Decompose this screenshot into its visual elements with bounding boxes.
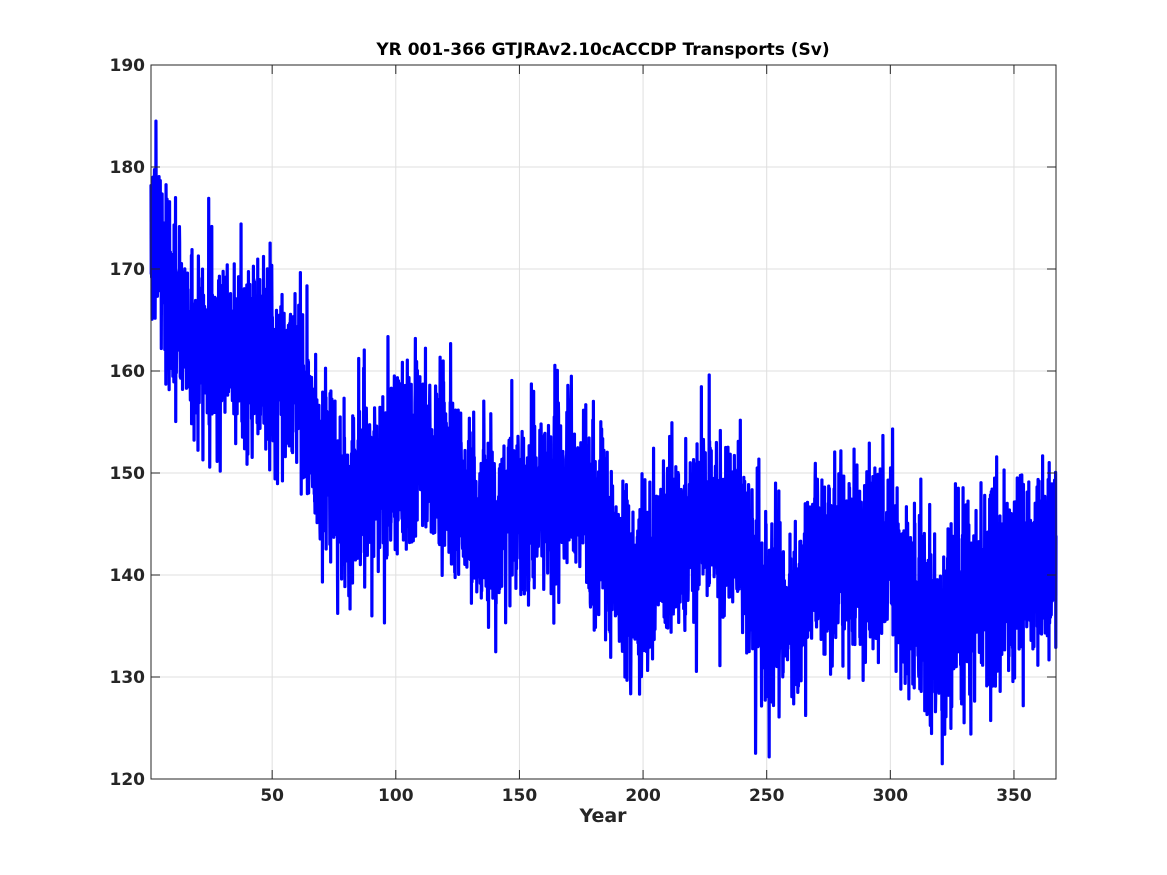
x-axis-label: Year	[578, 805, 627, 827]
x-tick-label: 250	[749, 786, 785, 806]
x-tick-label: 200	[625, 786, 661, 806]
y-tick-label: 170	[110, 260, 146, 280]
data-series-line	[149, 119, 1058, 766]
x-tick-label: 100	[378, 786, 414, 806]
y-tick-label: 180	[110, 158, 146, 178]
y-tick-label: 120	[110, 770, 146, 790]
x-tick-label: 150	[502, 786, 538, 806]
y-tick-label: 190	[110, 56, 146, 76]
x-tick-label: 50	[260, 786, 284, 806]
plot-area-box	[150, 64, 1057, 780]
y-tick-label: 150	[110, 464, 146, 484]
y-tick-label: 140	[110, 566, 146, 586]
x-tick-label: 350	[996, 786, 1032, 806]
y-tick-label: 160	[110, 362, 146, 382]
y-tick-label: 130	[110, 668, 146, 688]
tick-layer	[151, 64, 1056, 780]
x-tick-label: 300	[873, 786, 909, 806]
series-layer	[149, 119, 1058, 766]
tick-label-layer: 50 100 150 200 250 300 350 120 130 140 150 160 170 18…	[110, 56, 1032, 806]
chart-title: YR 001-366 GTJRAv2.10cACCDP Transports (…	[375, 40, 829, 60]
